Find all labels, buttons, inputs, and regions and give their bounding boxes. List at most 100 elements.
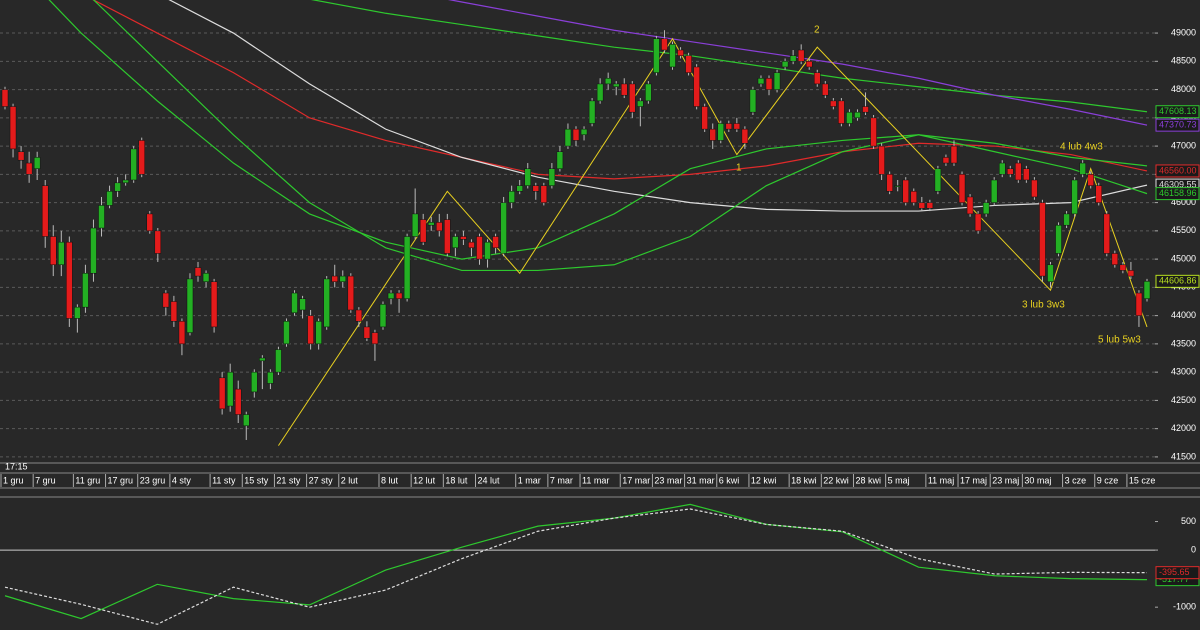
candle-body bbox=[629, 83, 636, 113]
candle-body bbox=[830, 100, 837, 107]
candle-body bbox=[331, 275, 338, 282]
candle-body bbox=[532, 185, 540, 192]
x-tick-label: 15 sty bbox=[244, 475, 269, 485]
y-tick-label: 41500 bbox=[1171, 451, 1196, 461]
candle-body bbox=[822, 83, 829, 96]
value-box-label: -395.65 bbox=[1159, 567, 1190, 577]
candle-body bbox=[693, 66, 700, 107]
y-tick-label: 45500 bbox=[1171, 225, 1196, 235]
y-tick-label: 43500 bbox=[1171, 338, 1196, 348]
candle-body bbox=[419, 219, 427, 243]
candle-body bbox=[122, 179, 129, 184]
candle-body bbox=[186, 278, 194, 333]
candle-body bbox=[170, 301, 178, 322]
candle-body bbox=[363, 326, 371, 339]
candle-body bbox=[1079, 162, 1086, 175]
candle-body bbox=[733, 123, 741, 130]
price-axis: 4150042000425004300043500440004450045000… bbox=[1155, 27, 1200, 461]
moving-average bbox=[92, 0, 1148, 272]
x-tick-label: 27 sty bbox=[309, 475, 334, 485]
moving-average bbox=[48, 0, 1148, 260]
candle-body bbox=[146, 213, 154, 232]
value-box-label: 46158.96 bbox=[1159, 188, 1197, 198]
x-tick-label: 17 maj bbox=[960, 475, 987, 485]
candle-body bbox=[548, 168, 556, 186]
candle-body bbox=[315, 321, 322, 345]
x-tick-label: 11 gru bbox=[75, 475, 100, 485]
candle-body bbox=[50, 236, 57, 266]
candle-body bbox=[162, 292, 170, 308]
candle-body bbox=[1, 89, 9, 107]
candle-body bbox=[210, 281, 218, 328]
candle-body bbox=[259, 357, 266, 362]
moving-average bbox=[168, 0, 1148, 212]
x-tick-label: 15 cze bbox=[1129, 475, 1156, 485]
candle-body bbox=[781, 61, 789, 68]
value-box bbox=[1155, 187, 1200, 201]
oscillator-axis: 5000-1000-517.77-395.65 bbox=[1155, 516, 1200, 612]
time-label: 17:15 bbox=[5, 461, 28, 471]
moving-average bbox=[310, 0, 1148, 113]
candle-body bbox=[82, 272, 89, 308]
x-tick-label: 17 gru bbox=[108, 475, 134, 485]
candle-body bbox=[371, 332, 379, 345]
candle-body bbox=[267, 371, 274, 384]
oscillator-panel bbox=[0, 503, 1155, 625]
x-tick-label: 12 lut bbox=[413, 475, 436, 485]
x-tick-label: 7 gru bbox=[35, 475, 56, 485]
candle-body bbox=[1127, 270, 1135, 277]
candle-body bbox=[886, 174, 893, 192]
candle-body bbox=[234, 388, 242, 415]
candle-body bbox=[540, 185, 548, 203]
candle-body bbox=[604, 78, 612, 85]
x-tick-label: 28 kwi bbox=[855, 475, 881, 485]
candle-body bbox=[283, 321, 290, 345]
candle-body bbox=[765, 78, 773, 90]
x-tick-label: 23 gru bbox=[140, 475, 166, 485]
y-tick-label: 42500 bbox=[1171, 395, 1196, 405]
annotation: 1 bbox=[736, 163, 742, 174]
y-tick-label: 43000 bbox=[1171, 367, 1196, 377]
candle-body bbox=[468, 241, 475, 249]
candle-body bbox=[709, 128, 716, 141]
x-tick-label: 1 mar bbox=[518, 475, 541, 485]
value-box bbox=[1155, 105, 1200, 119]
candle-body bbox=[508, 191, 515, 203]
candle-body bbox=[982, 202, 990, 215]
x-tick-label: 18 kwi bbox=[791, 475, 817, 485]
candle-body bbox=[572, 128, 580, 141]
candle-body bbox=[862, 106, 869, 113]
candle-body bbox=[178, 321, 186, 345]
candle-body bbox=[452, 236, 459, 249]
candle-body bbox=[910, 191, 918, 203]
candle-body bbox=[17, 151, 25, 161]
candle-body bbox=[427, 222, 435, 226]
value-box-label: 47370.73 bbox=[1159, 120, 1197, 130]
candle-body bbox=[926, 202, 934, 209]
value-box-label: 46560.00 bbox=[1159, 165, 1197, 175]
candle-body bbox=[291, 292, 298, 314]
candle-body bbox=[444, 219, 451, 254]
candle-body bbox=[773, 72, 781, 90]
x-tick-label: 24 lut bbox=[477, 475, 500, 485]
candle-body bbox=[323, 278, 330, 328]
candle-body bbox=[805, 61, 813, 68]
candle-body bbox=[1087, 174, 1094, 186]
y-tick-label: 0 bbox=[1191, 544, 1196, 554]
candle-body bbox=[556, 151, 564, 169]
candle-body bbox=[580, 128, 588, 136]
candle-body bbox=[492, 236, 499, 249]
x-tick-label: 18 lut bbox=[445, 475, 468, 485]
candle-body bbox=[1143, 281, 1151, 299]
candle-body bbox=[564, 128, 572, 147]
candle-body bbox=[114, 182, 121, 192]
y-tick-label: 49000 bbox=[1171, 27, 1196, 37]
x-tick-label: 21 sty bbox=[276, 475, 301, 485]
y-tick-label: 45000 bbox=[1171, 253, 1196, 263]
candle-body bbox=[9, 106, 17, 150]
x-tick-label: 23 maj bbox=[992, 475, 1019, 485]
x-tick-label: 1 gru bbox=[3, 475, 24, 485]
candle-body bbox=[403, 236, 411, 299]
